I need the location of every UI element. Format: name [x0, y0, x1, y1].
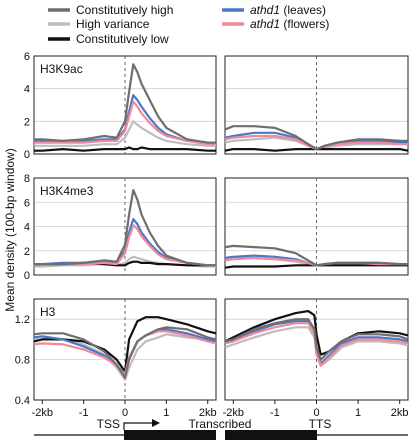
y-ticks-panel-1: 0 2 4 6 8	[24, 173, 30, 282]
x-tick-label-2: 0	[122, 407, 128, 419]
series-line-0	[224, 125, 408, 151]
series-line-4	[34, 100, 216, 146]
series-line-0	[224, 244, 408, 267]
series-line-4	[224, 322, 409, 367]
x-tick-label-3: 1	[355, 407, 361, 419]
transcribed-block-right	[225, 430, 317, 440]
x-tick-label-4: 2kb	[391, 407, 409, 419]
legend-label-main-3: athd1	[250, 3, 280, 17]
panel-0-left	[33, 55, 217, 155]
legend-label-2: Constitutively low	[76, 32, 169, 46]
series-line-0	[33, 326, 217, 379]
series-line-0	[34, 189, 216, 267]
panel-2-right: -2kb -1 0 1 2kb	[223, 298, 409, 419]
y-tick-label-0: 0	[24, 270, 30, 282]
panel-2-left: -2kb -1 0 1 2kb	[32, 298, 217, 419]
y-ticks-panel-2: 0.4 0.8 1.2	[15, 314, 30, 407]
panel-1-right	[224, 177, 409, 276]
panel-label-0: H3K9ac	[40, 62, 83, 76]
y-tick-label-1: 2	[24, 116, 30, 128]
y-tick-label-2: 1.2	[15, 314, 30, 326]
legend-label-3: athd1 (leaves)	[250, 3, 326, 17]
x-tick-label-0: -2kb	[32, 407, 53, 419]
x-tick-label-0: -2kb	[223, 407, 244, 419]
series-line-2	[34, 146, 216, 152]
legend-label-main-0: Constitutively high	[76, 3, 173, 17]
y-tick-label-0: 0	[24, 149, 30, 161]
y-tick-label-1: 2	[24, 246, 30, 258]
y-tick-label-3: 6	[24, 51, 30, 63]
panels: 0 2 4 6 H3K9ac 0 2 4 6 8 H3K4me3 -2kb -1 0 1 2kb -2kb -1 0…	[15, 51, 409, 419]
y-tick-label-2: 4	[24, 84, 30, 96]
legend-label-4: athd1 (flowers)	[250, 17, 329, 31]
legend-label-0: Constitutively high	[76, 3, 173, 17]
series-line-0	[224, 318, 409, 361]
panel-1-left	[33, 177, 217, 276]
x-tick-label-3: 1	[163, 407, 169, 419]
x-tick-label-1: -1	[270, 407, 280, 419]
x-tick-label-1: -1	[79, 407, 89, 419]
legend-label-main-1: High variance	[76, 17, 150, 31]
panel-label-1: H3K4me3	[40, 184, 94, 198]
tss-label: TSS	[97, 417, 120, 431]
y-axis-label: Mean density (100-bp window)	[3, 148, 17, 311]
legend-label-main-2: Constitutively low	[76, 32, 169, 46]
series-line-2	[224, 310, 409, 356]
tss-arrow-stem	[123, 422, 152, 430]
legend-label-1: High variance	[76, 17, 150, 31]
transcribed-label: Transcribed	[189, 417, 252, 431]
series-line-2	[33, 316, 217, 373]
y-tick-label-0: 0.4	[15, 395, 30, 407]
x-tick-label-2: 0	[313, 407, 319, 419]
transcribed-block-left	[124, 430, 216, 440]
gene-track: TSS Transcribed TTS	[34, 417, 408, 440]
x-tick-label-4: 2kb	[199, 407, 217, 419]
legend-label-suffix-3: (leaves)	[280, 3, 326, 17]
series-line-0	[34, 63, 216, 144]
panel-label-2: H3	[40, 305, 56, 319]
y-tick-label-3: 6	[24, 197, 30, 209]
y-tick-label-1: 0.8	[15, 355, 30, 367]
legend-label-main-4: athd1	[250, 17, 280, 31]
tts-label: TTS	[309, 417, 332, 431]
y-tick-label-4: 8	[24, 173, 30, 185]
y-ticks-panel-0: 0 2 4 6	[24, 51, 30, 161]
panel-0-right	[224, 55, 409, 155]
y-tick-label-2: 4	[24, 222, 30, 234]
legend-label-suffix-4: (flowers)	[280, 17, 329, 31]
series-line-1	[34, 120, 216, 147]
tss-arrow-head	[152, 419, 160, 427]
